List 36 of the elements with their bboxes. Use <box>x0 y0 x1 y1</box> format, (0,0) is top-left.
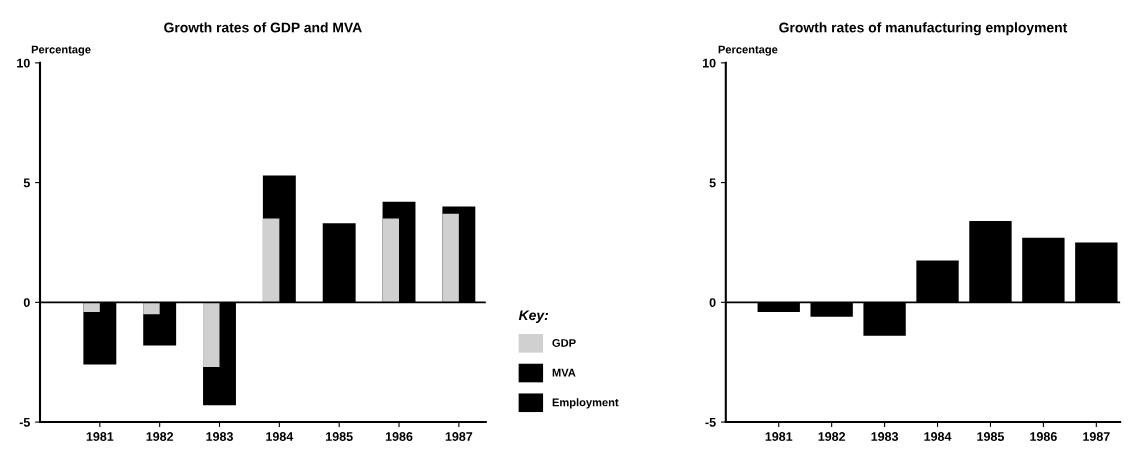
x-tick-label: 1982 <box>146 432 174 441</box>
x-tick-label: 1985 <box>977 432 1005 441</box>
bar <box>382 218 400 303</box>
x-tick-label: 1986 <box>385 432 413 441</box>
y-tick-label: 5 <box>709 178 716 188</box>
bar <box>83 302 100 312</box>
x-tick-label: 1984 <box>924 432 952 441</box>
x-tick-label: 1981 <box>765 432 793 441</box>
bar <box>143 302 160 315</box>
x-tick-label: 1984 <box>266 432 294 441</box>
x-tick-label: 1987 <box>445 432 473 441</box>
x-tick-label: 1981 <box>86 432 114 441</box>
y-tick-label: 10 <box>702 58 716 68</box>
legend-title: Key: <box>518 310 549 323</box>
y-tick-label: -5 <box>705 417 716 427</box>
y-tick-label: 0 <box>23 298 30 307</box>
legend-label: GDP <box>552 339 576 347</box>
chart-title: Growth rates of GDP and MVA <box>164 22 362 33</box>
text: Employment <box>552 398 619 409</box>
x-tick-label: 1983 <box>206 432 233 441</box>
y-axis-title: Percentage <box>31 45 91 56</box>
x-tick-label: 1987 <box>1083 432 1110 441</box>
y-tick-label: 10 <box>17 58 30 68</box>
x-tick-label: 1986 <box>1030 432 1057 441</box>
legend-label: MVA <box>552 368 576 377</box>
chart-title: Growth rates of manufacturing employment <box>779 22 1068 36</box>
y-tick-label: 0 <box>709 298 716 307</box>
bar <box>203 302 220 367</box>
y-tick-label: 5 <box>23 178 30 188</box>
bar <box>262 218 280 303</box>
x-tick-label: 1983 <box>871 432 899 441</box>
x-tick-label: 1985 <box>326 432 353 441</box>
y-axis-title: Percentage <box>718 45 778 56</box>
y-tick-label: -5 <box>19 417 30 427</box>
x-tick-label: 1982 <box>818 432 846 441</box>
bar <box>442 213 459 303</box>
